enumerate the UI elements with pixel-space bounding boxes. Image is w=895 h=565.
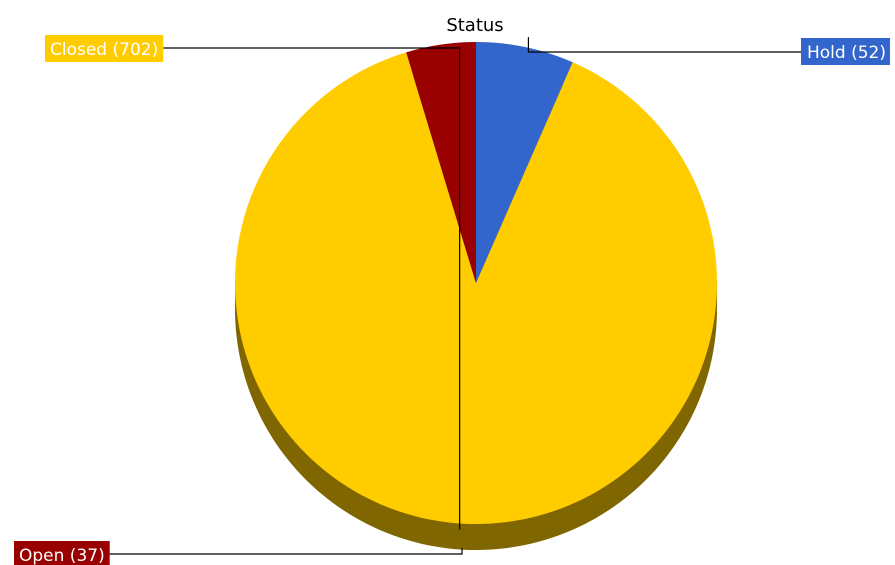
- slice-label-text-closed: Closed (702): [50, 40, 158, 60]
- slice-label-text-open: Open (37): [19, 546, 105, 565]
- slice-label-open: Open (37): [14, 541, 463, 565]
- slice-label-hold: Hold (52): [527, 37, 890, 65]
- pie-top-layer: [235, 42, 717, 524]
- slice-label-box-closed: [45, 35, 164, 62]
- chart-title: Status: [446, 15, 503, 36]
- pie-slice-hold[interactable]: [476, 42, 573, 283]
- slice-label-box-open: [14, 541, 110, 565]
- pie-labels-layer: Hold (52) Closed (702) Open (37): [14, 35, 890, 565]
- pie-slice-closed[interactable]: [235, 52, 717, 524]
- leader-line-hold: [527, 37, 801, 53]
- slice-label-text-hold: Hold (52): [807, 43, 886, 63]
- pie-slice-open[interactable]: [406, 42, 476, 283]
- slice-label-box-hold: [801, 38, 890, 65]
- slice-label-closed: Closed (702): [45, 35, 461, 530]
- leader-line-open: [109, 548, 463, 555]
- leader-line-closed: [163, 47, 461, 530]
